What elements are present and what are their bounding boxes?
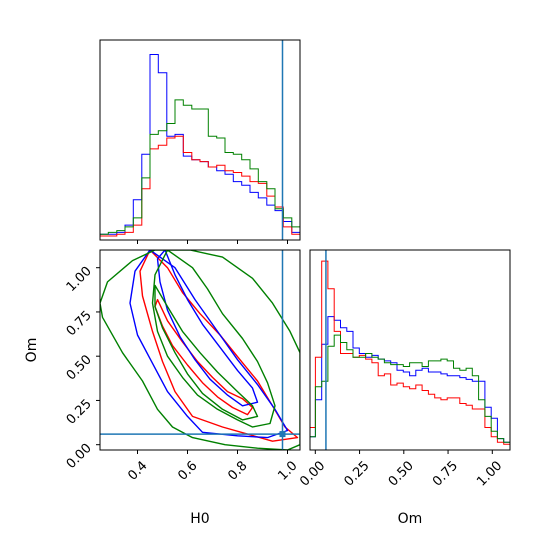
om-y-tick-label: 0.00 bbox=[64, 441, 95, 472]
panel-om-histogram: 0.00 0.25 0.50 0.75 1.00 Om bbox=[297, 249, 511, 527]
om-hist-lines bbox=[309, 260, 510, 446]
om-x-tick-label: 0.25 bbox=[342, 458, 373, 489]
h0-hist-ticks bbox=[137, 240, 288, 244]
contour-green-outer bbox=[100, 250, 300, 450]
x-axis-label-h0: H0 bbox=[190, 511, 209, 527]
h0-hist-blue bbox=[99, 54, 300, 236]
contour-blue-inner bbox=[156, 250, 259, 407]
om-hist-red bbox=[309, 260, 510, 446]
om-hist-frame bbox=[309, 249, 511, 451]
h0-x-tick-label: 0.8 bbox=[225, 458, 250, 483]
om-x-tick-label: 0.50 bbox=[386, 458, 417, 489]
contour-x-ticks: 0.4 0.6 0.8 1.0 bbox=[125, 450, 301, 484]
om-y-tick-label: 0.75 bbox=[64, 308, 95, 339]
om-x-tick-label: 1.00 bbox=[474, 458, 505, 489]
contour-green-middle bbox=[151, 250, 276, 428]
contour-blue-outer bbox=[129, 250, 289, 439]
contour-lines bbox=[100, 250, 300, 450]
h0-hist-green bbox=[99, 99, 300, 236]
truth-crosshair bbox=[100, 250, 300, 450]
contour-green-inner bbox=[154, 284, 259, 421]
y-axis-label-om: Om bbox=[24, 338, 40, 363]
panel-2d-contour: 0.4 0.6 0.8 1.0 0.00 0.25 0.50 0.75 1.00 H0 Om bbox=[24, 249, 301, 527]
x-axis-label-om: Om bbox=[398, 511, 423, 527]
contour-frame bbox=[99, 249, 301, 451]
panel-h0-histogram bbox=[99, 39, 301, 244]
h0-hist-lines bbox=[99, 54, 300, 237]
om-hist-blue bbox=[309, 316, 510, 446]
om-x-tick-label: 0.75 bbox=[430, 458, 461, 489]
om-y-tick-label: 1.00 bbox=[64, 264, 95, 295]
om-hist-green bbox=[309, 334, 510, 446]
truth-marker bbox=[279, 431, 286, 438]
h0-hist-red bbox=[100, 135, 300, 237]
om-hist-ticks: 0.00 0.25 0.50 0.75 1.00 bbox=[297, 450, 505, 490]
contour-y-ticks: 0.00 0.25 0.50 0.75 1.00 bbox=[64, 264, 100, 472]
contour-red-outer bbox=[139, 250, 299, 442]
h0-hist-frame bbox=[99, 39, 301, 241]
h0-x-tick-label: 0.6 bbox=[175, 458, 200, 483]
om-x-tick-label: 0.00 bbox=[297, 458, 328, 489]
om-y-tick-label: 0.25 bbox=[64, 397, 95, 428]
h0-x-tick-label: 0.4 bbox=[125, 458, 150, 483]
om-y-tick-label: 0.50 bbox=[64, 352, 95, 383]
h0-x-tick-label: 1.0 bbox=[275, 458, 300, 483]
